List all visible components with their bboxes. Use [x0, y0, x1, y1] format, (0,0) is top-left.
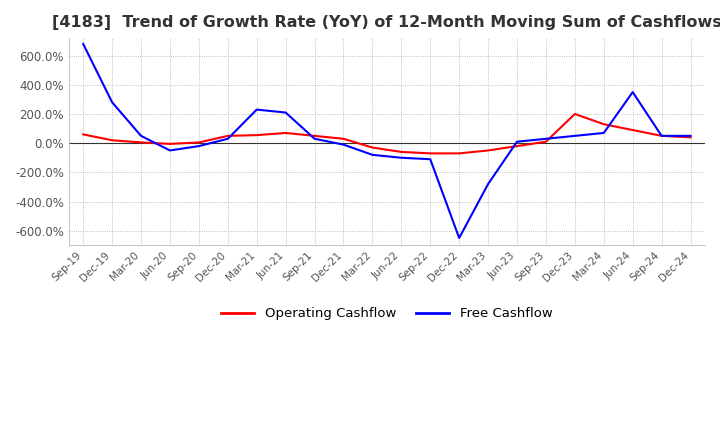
Operating Cashflow: [513, 143, 521, 149]
Free Cashflow: [484, 181, 492, 187]
Free Cashflow: [513, 139, 521, 144]
Title: [4183]  Trend of Growth Rate (YoY) of 12-Month Moving Sum of Cashflows: [4183] Trend of Growth Rate (YoY) of 12-…: [52, 15, 720, 30]
Free Cashflow: [657, 133, 666, 139]
Free Cashflow: [194, 143, 203, 149]
Operating Cashflow: [223, 133, 232, 139]
Operating Cashflow: [137, 140, 145, 145]
Free Cashflow: [137, 133, 145, 139]
Operating Cashflow: [629, 128, 637, 133]
Free Cashflow: [686, 133, 695, 139]
Free Cashflow: [455, 235, 464, 241]
Free Cashflow: [282, 110, 290, 115]
Legend: Operating Cashflow, Free Cashflow: Operating Cashflow, Free Cashflow: [216, 302, 558, 326]
Free Cashflow: [629, 89, 637, 95]
Operating Cashflow: [686, 135, 695, 140]
Free Cashflow: [570, 133, 579, 139]
Line: Operating Cashflow: Operating Cashflow: [84, 114, 690, 154]
Operating Cashflow: [282, 130, 290, 136]
Free Cashflow: [166, 148, 174, 153]
Operating Cashflow: [166, 141, 174, 147]
Free Cashflow: [223, 136, 232, 141]
Free Cashflow: [310, 136, 319, 141]
Operating Cashflow: [541, 139, 550, 144]
Operating Cashflow: [570, 111, 579, 117]
Free Cashflow: [541, 136, 550, 141]
Operating Cashflow: [108, 138, 117, 143]
Operating Cashflow: [253, 132, 261, 138]
Operating Cashflow: [397, 149, 405, 154]
Operating Cashflow: [484, 148, 492, 153]
Free Cashflow: [339, 142, 348, 147]
Free Cashflow: [368, 152, 377, 158]
Operating Cashflow: [310, 133, 319, 139]
Operating Cashflow: [455, 151, 464, 156]
Free Cashflow: [397, 155, 405, 161]
Operating Cashflow: [657, 133, 666, 139]
Operating Cashflow: [79, 132, 88, 137]
Operating Cashflow: [339, 136, 348, 141]
Operating Cashflow: [368, 145, 377, 150]
Free Cashflow: [108, 100, 117, 105]
Free Cashflow: [253, 107, 261, 112]
Free Cashflow: [79, 41, 88, 47]
Free Cashflow: [426, 157, 435, 162]
Free Cashflow: [600, 130, 608, 136]
Operating Cashflow: [600, 121, 608, 127]
Operating Cashflow: [426, 151, 435, 156]
Line: Free Cashflow: Free Cashflow: [84, 44, 690, 238]
Operating Cashflow: [194, 140, 203, 145]
